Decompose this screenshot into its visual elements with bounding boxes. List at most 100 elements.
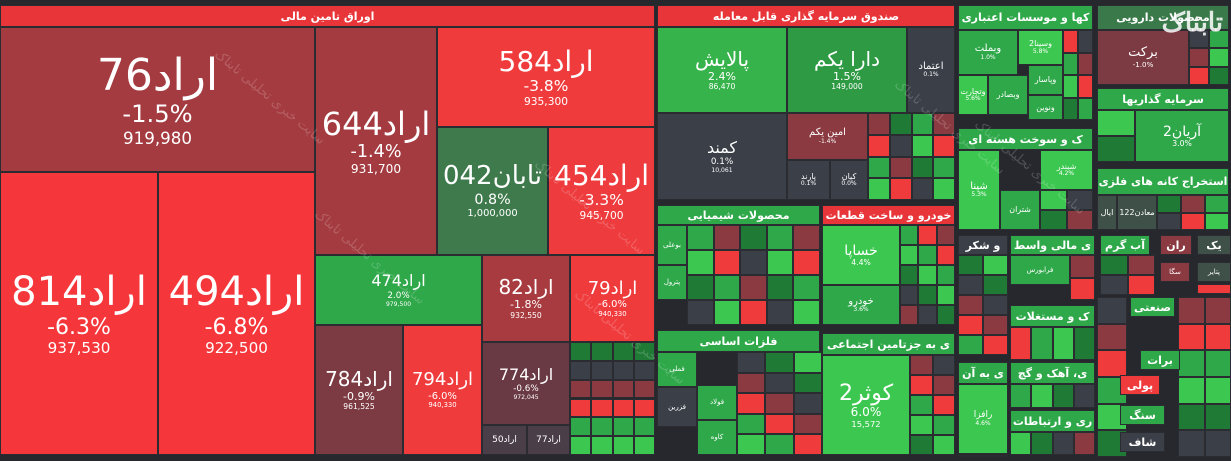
- tile-change: -1.4%: [818, 137, 837, 145]
- filler-cell: [1063, 75, 1078, 98]
- sector-header: محصولات دارویی: [1097, 5, 1229, 30]
- filler-cell: [1097, 297, 1127, 324]
- tile-change: -0.6%: [513, 384, 539, 395]
- tile-name: اراد784: [325, 366, 393, 391]
- filler-cell: [793, 300, 820, 325]
- watermark-logo: تابناک: [1161, 8, 1223, 38]
- tile-name: ایال: [1100, 207, 1114, 217]
- tile-change: -6.3%: [47, 315, 111, 341]
- filler-cell: [633, 436, 655, 455]
- tile-change: 3.6%: [853, 306, 869, 314]
- sector-header: صنعتی: [1130, 297, 1175, 317]
- filler-cell: [713, 275, 741, 300]
- tile-name: فزرین: [668, 402, 686, 411]
- sector-header: ک و مستغلات: [1010, 305, 1095, 327]
- filler-cell: [1070, 277, 1095, 300]
- tile-name: سگا: [1169, 267, 1181, 276]
- tile: وتجارت 5.6%: [958, 75, 988, 115]
- tile-name: وپاسار: [1034, 75, 1057, 85]
- filler-cell: [1078, 97, 1093, 120]
- sector-header: شاف: [1120, 432, 1165, 452]
- tile: رافزا 4.6%: [958, 384, 1008, 454]
- tile-name: اراد584: [498, 44, 594, 78]
- tile-name: اراد50: [492, 434, 517, 445]
- sector-header: ی، آهک و گچ: [1010, 362, 1095, 384]
- filler-cell: [570, 360, 592, 380]
- tile-change: 2.0%: [387, 290, 410, 301]
- filler-cell: [1178, 430, 1205, 457]
- filler-cell: [958, 255, 983, 275]
- filler-cell: [1127, 255, 1155, 275]
- filler-cell: [1209, 66, 1229, 85]
- sector-header: ی به آن: [958, 362, 1008, 384]
- filler-cell: [932, 375, 955, 395]
- filler-cell: [1100, 275, 1128, 295]
- filler-cell: [932, 435, 955, 455]
- tile-name: کیان: [841, 171, 857, 181]
- tile: شپنا 5.3%: [958, 150, 1000, 230]
- sector-header: صندوق سرمایه گذاری قابل معامله: [657, 5, 955, 27]
- tile: کمند 0.1% 10,061: [657, 113, 787, 200]
- tile-change: 1.5%: [833, 69, 861, 83]
- tile-name: اراد644: [321, 104, 431, 143]
- filler-cell: [633, 379, 655, 399]
- filler-cell: [958, 275, 983, 295]
- tile-change: 0.0%: [841, 180, 857, 188]
- filler-cell: [1209, 30, 1229, 49]
- filler-cell: [889, 156, 912, 179]
- tile-name: اراد82: [498, 275, 554, 300]
- tile-price: 919,980: [122, 128, 193, 149]
- tile-name: خودرو: [848, 295, 874, 307]
- filler-cell: [1052, 384, 1074, 408]
- filler-cell: [793, 225, 820, 250]
- sector-header: برات: [1140, 350, 1180, 370]
- tile-price: 940,330: [598, 309, 627, 318]
- tile-price: 940,330: [428, 401, 457, 410]
- sector-header: کها و موسسات اعتباری: [958, 5, 1093, 30]
- tile: بوعلی: [657, 225, 687, 265]
- filler-cell: [612, 379, 634, 399]
- sector-header: ی به جزتامین اجتماعی: [822, 333, 955, 355]
- filler-cell: [1040, 190, 1067, 210]
- sector-header: و شکر: [958, 235, 1008, 255]
- tile: خساپا 4.4%: [822, 225, 900, 285]
- filler-cell: [910, 355, 933, 375]
- filler-cell: [687, 250, 714, 275]
- filler-cell: [687, 300, 714, 325]
- tile-name: اراد454: [554, 158, 650, 192]
- tile-change: 0.8%: [474, 192, 511, 209]
- filler-cell: [932, 355, 955, 375]
- tile-change: 4.6%: [975, 419, 991, 427]
- filler-cell: [633, 417, 655, 437]
- tile-name: کوثر2: [838, 380, 894, 406]
- filler-cell: [936, 225, 955, 245]
- filler-cell: [983, 335, 1008, 355]
- tile-name: اراد814: [11, 269, 147, 316]
- filler-cell: [911, 178, 934, 200]
- tile: اراد454 -3.3% 945,700: [548, 127, 655, 255]
- filler-cell: [713, 300, 741, 325]
- tile: وسینا2 5.8%: [1018, 30, 1063, 65]
- filler-cell: [765, 393, 794, 414]
- tile-name: شپنا: [970, 180, 988, 192]
- filler-cell: [1031, 432, 1053, 455]
- filler-cell: [1078, 75, 1093, 98]
- filler-cell: [983, 255, 1008, 275]
- filler-cell: [766, 225, 794, 250]
- filler-cell: [958, 315, 983, 335]
- filler-cell: [1040, 210, 1067, 230]
- filler-cell: [889, 134, 912, 157]
- tile-name: پالایش: [694, 46, 750, 71]
- tile-change: -3.8%: [523, 77, 569, 96]
- tile-change: 2.4%: [708, 69, 736, 83]
- tile: اراد79 -6.0% 940,330: [570, 255, 655, 342]
- filler-cell: [591, 360, 613, 380]
- filler-cell: [612, 342, 634, 361]
- tile: شتران: [1000, 190, 1040, 230]
- tile-name: اراد79: [587, 277, 638, 299]
- tile-name: پترول: [663, 278, 681, 287]
- tile-change: 0.1%: [800, 180, 817, 188]
- filler-cell: [1127, 275, 1155, 295]
- tile: پترول: [657, 265, 687, 300]
